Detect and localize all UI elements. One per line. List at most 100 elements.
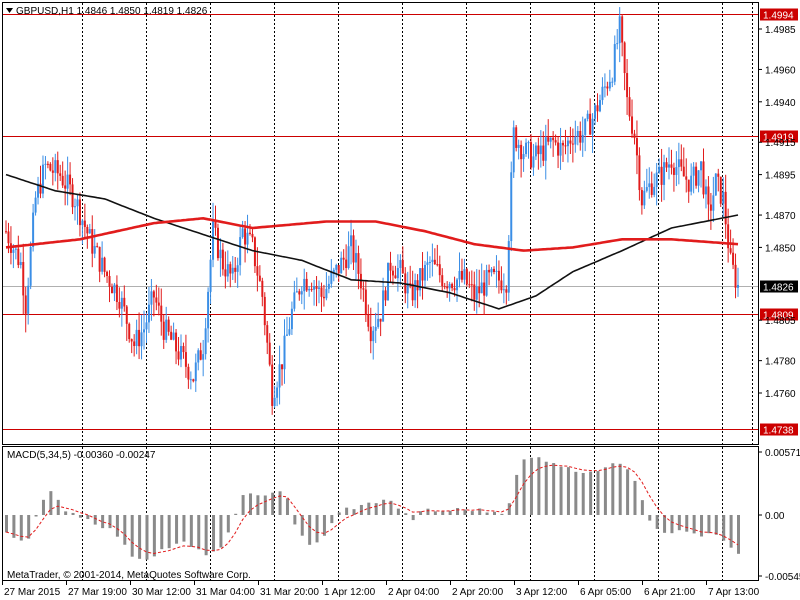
candle-body (249, 232, 251, 234)
candle-body (216, 227, 219, 259)
candle-body (675, 167, 678, 175)
candle-body (650, 183, 653, 195)
candle-body (724, 191, 727, 225)
candle-body (325, 288, 328, 299)
candle-body (152, 291, 155, 298)
macd-bar (56, 499, 60, 515)
candle-body (734, 264, 737, 288)
candle-body (522, 154, 525, 160)
macd-bar (404, 513, 408, 515)
candle-body (628, 97, 631, 117)
candle-body (138, 329, 141, 347)
copyright: MetaTrader, © 2001-2014, MetaQuotes Soft… (7, 570, 251, 581)
candle-body (162, 321, 165, 340)
candle-body (591, 118, 594, 135)
candle-body (697, 170, 700, 186)
candle-body (147, 304, 150, 323)
macd-bar (729, 515, 733, 548)
macd-bar (352, 509, 356, 515)
price-tick-label: 1.4895 (765, 171, 796, 182)
dropdown-triangle-icon[interactable] (6, 8, 13, 13)
candle-body (290, 308, 293, 330)
candle-body (221, 249, 224, 270)
axes: 1.4985 1.4960 1.4940 1.4915 1.4895 1.4870 1.48… (2, 25, 800, 598)
horizontal-levels[interactable]: 1.4994 1.4919 1.4809 1.4738 1.4826 (3, 8, 798, 437)
candle-body (118, 302, 121, 309)
candle-body (426, 262, 429, 265)
macd-bar (382, 499, 386, 515)
candle-body (27, 285, 30, 314)
macd-bar (552, 463, 556, 515)
candle-body (74, 206, 77, 208)
candle-body (24, 295, 27, 314)
candle-body (692, 166, 695, 176)
candle-body (382, 290, 385, 322)
macd-bar (663, 515, 667, 533)
candle-body (298, 291, 301, 295)
macd-bar (12, 515, 16, 538)
candle-body (22, 262, 25, 296)
candle-body (655, 172, 658, 187)
candle-body (606, 86, 609, 89)
macd-bar (197, 515, 201, 550)
candle-body (544, 137, 547, 161)
macd-bar (433, 511, 437, 515)
macd-bar (522, 459, 526, 515)
candle-body (347, 246, 350, 268)
candle-body (438, 264, 441, 276)
candle-body (653, 186, 656, 195)
candle-body (391, 270, 394, 276)
candle-body (717, 173, 720, 177)
candle-body (690, 175, 693, 192)
candle-body (399, 260, 402, 268)
candle-body (340, 257, 343, 274)
price-tick-label: 1.4760 (765, 389, 796, 400)
candle-body (446, 286, 449, 289)
macd-bar (714, 515, 718, 535)
macd-bar (618, 463, 622, 515)
candle-body (579, 130, 582, 143)
candle-body (187, 366, 190, 380)
candle-body (537, 145, 540, 155)
candle-body (571, 143, 574, 145)
candle-body (453, 288, 456, 291)
candle-body (172, 332, 175, 340)
price-tick-label: 1.4850 (765, 243, 796, 254)
macd-bar (71, 512, 75, 515)
macd-bar (441, 511, 445, 515)
candle-body (517, 144, 520, 148)
time-label: 27 Mar 19:00 (68, 587, 127, 598)
macd-bar (396, 508, 400, 515)
candle-body (618, 16, 621, 44)
candle-body (490, 268, 493, 273)
macd-bar (41, 499, 45, 515)
candle-body (702, 161, 705, 195)
candle-body (145, 322, 148, 330)
candle-body (419, 268, 422, 291)
candle-body (212, 221, 215, 260)
candle-body (86, 226, 89, 234)
candle-body (59, 173, 62, 176)
candle-body (695, 166, 698, 186)
candle-body (505, 289, 508, 293)
candle-body (547, 137, 550, 142)
candle-body (396, 267, 399, 279)
macd-bar (529, 457, 533, 515)
candle-body (19, 262, 22, 266)
candle-body (120, 297, 123, 309)
level-label: 1.4994 (763, 11, 794, 22)
macd-bar (537, 457, 541, 515)
candle-body (268, 342, 271, 365)
candle-body (663, 162, 666, 185)
candle-body (46, 163, 49, 165)
candle-body (488, 269, 491, 273)
candle-body (483, 282, 486, 296)
candle-body (685, 176, 688, 180)
candle-body (431, 259, 434, 262)
candle-body (584, 118, 587, 135)
candle-body (648, 183, 651, 188)
macd-bar (64, 511, 68, 515)
candle-body (379, 318, 382, 322)
candle-body (645, 187, 648, 191)
